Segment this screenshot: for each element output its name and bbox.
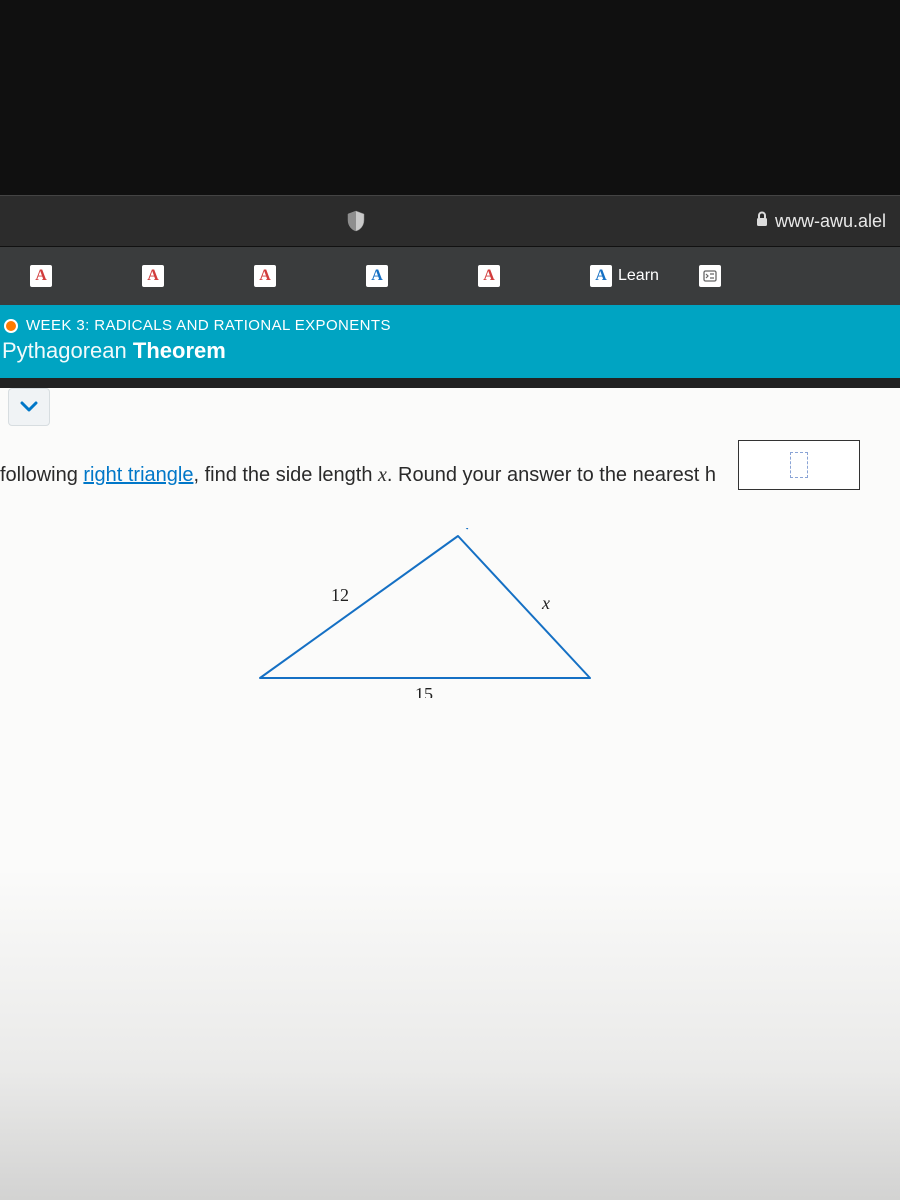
answer-input-box[interactable] [738,440,860,490]
tab-favicon-icon: A [590,265,612,287]
tab-favicon-icon: A [478,265,500,287]
answer-placeholder-icon [790,452,808,478]
browser-tab[interactable]: A [468,261,510,291]
chevron-down-icon [20,397,38,418]
triangle-svg: 12 x 15 [210,528,640,698]
expand-toggle-button[interactable] [8,388,50,426]
right-triangle-link[interactable]: right triangle [83,464,193,486]
browser-tab-active[interactable]: A [356,261,398,291]
question-suffix: . Round your answer to the nearest h [387,464,716,486]
screenshot-root: www-awu.alel A A A A A A Learn [0,0,900,1200]
photo-vignette [0,868,900,1200]
tab-favicon-icon: A [142,265,164,287]
lock-icon [755,211,769,232]
browser-tab[interactable]: A Learn [580,261,669,291]
lesson-title-light: Pythagorean [2,338,127,363]
browser-address-bar: www-awu.alel [0,195,900,247]
breadcrumb-dot-icon [4,319,18,333]
tab-extra-icon[interactable] [699,265,721,287]
question-content-area: following right triangle, find the side … [0,388,900,1200]
url-display[interactable]: www-awu.alel [755,211,886,232]
lesson-title-bold: Theorem [133,338,226,363]
question-variable: x [378,464,387,486]
url-text: www-awu.alel [775,211,886,232]
svg-text:x: x [541,593,550,613]
tab-favicon-icon: A [366,265,388,287]
breadcrumb-text: WEEK 3: RADICALS AND RATIONAL EXPONENTS [26,317,391,334]
privacy-shield-icon[interactable] [340,205,372,237]
browser-tab[interactable]: A [244,261,286,291]
breadcrumb-row: WEEK 3: RADICALS AND RATIONAL EXPONENTS [2,317,886,334]
lesson-title: Pythagorean Theorem [2,338,886,364]
lesson-header: WEEK 3: RADICALS AND RATIONAL EXPONENTS … [0,305,900,378]
question-prefix: following [0,464,83,486]
svg-text:12: 12 [331,585,349,605]
svg-text:15: 15 [415,684,433,698]
tab-favicon-icon: A [30,265,52,287]
browser-tab-strip: A A A A A A Learn [0,247,900,305]
top-dark-area [0,0,900,195]
tab-label: Learn [618,267,659,285]
browser-tab[interactable]: A [132,261,174,291]
triangle-figure: 12 x 15 [210,528,810,708]
question-mid: , find the side length [193,464,378,486]
browser-tab[interactable]: A [20,261,62,291]
tab-favicon-icon: A [254,265,276,287]
